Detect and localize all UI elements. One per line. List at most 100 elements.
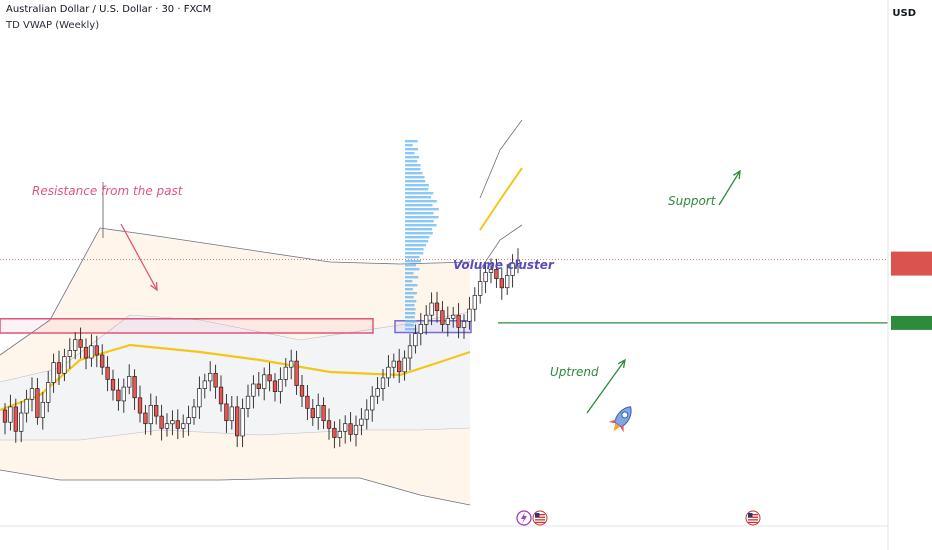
candle-body <box>154 405 159 417</box>
candle-body <box>510 262 515 276</box>
candle-body <box>305 395 310 409</box>
candle-body <box>262 374 267 389</box>
candle-body <box>164 423 170 429</box>
candle-body <box>2 409 8 423</box>
volume-profile-bar <box>405 300 417 303</box>
price-lines <box>0 259 888 324</box>
candle-body <box>100 354 105 368</box>
volume-cluster-zone <box>394 320 472 334</box>
candle-body <box>478 281 483 296</box>
indicator-label[interactable]: TD VWAP (Weekly) <box>6 20 100 31</box>
volume-profile-bar <box>405 248 424 251</box>
candle-body <box>105 366 110 380</box>
candle-body <box>488 269 494 273</box>
volume-profile-bar <box>405 196 431 199</box>
vwap-line-week2 <box>479 167 523 231</box>
volume-profile-bar <box>405 236 430 239</box>
support-arrow-head <box>732 169 741 180</box>
volume-profile-bar <box>405 232 433 235</box>
flag-stripe <box>748 519 758 521</box>
candle-body <box>343 423 348 432</box>
candle-body <box>73 339 78 351</box>
volume-profile-bar <box>405 280 413 283</box>
candle-body <box>127 376 132 388</box>
volume-profile-bar <box>405 240 429 243</box>
candle-body <box>83 346 89 359</box>
candle-body <box>181 423 186 429</box>
candle-body <box>191 406 197 418</box>
event-icons[interactable] <box>516 510 761 526</box>
volume-profile-bar <box>405 296 414 299</box>
resistance-annotation[interactable]: Resistance from the past <box>32 184 183 198</box>
flag-stripe <box>748 521 758 524</box>
vwap-inner-lower <box>0 427 471 441</box>
candle-body <box>451 314 456 319</box>
candle-body <box>397 360 402 373</box>
candle-body <box>251 383 256 397</box>
candle-body <box>316 405 321 418</box>
vwap-line <box>0 343 471 412</box>
candle-body <box>494 269 499 279</box>
candle-body <box>391 360 396 368</box>
flag-stripe <box>535 516 545 518</box>
candle-body <box>467 308 472 322</box>
volume-profile-bar <box>405 264 417 267</box>
candle-body <box>418 324 423 334</box>
candle-body <box>132 376 137 399</box>
volume-profile-bar <box>405 216 439 219</box>
candle-body <box>137 397 143 414</box>
candle-body <box>110 379 116 391</box>
candle-body <box>240 408 245 437</box>
candle-body <box>456 314 461 328</box>
volume-profile-bar <box>405 252 424 255</box>
volume-profile-bar <box>405 180 426 183</box>
candle-body <box>483 272 488 283</box>
candle-body <box>256 383 261 389</box>
candle-body <box>353 424 359 435</box>
candle-body <box>283 366 288 380</box>
resistance-zone <box>0 318 374 334</box>
candle-body <box>218 386 224 405</box>
candle-body <box>116 389 121 402</box>
candle-body <box>208 372 213 382</box>
volume-profile-bar <box>405 308 416 311</box>
candle-body <box>148 405 153 425</box>
candle-body <box>294 360 299 386</box>
candle-body <box>310 408 315 419</box>
volume-profile-bar <box>405 316 415 319</box>
currency-label[interactable]: USD <box>892 8 916 19</box>
vwap-lower-band <box>0 469 471 506</box>
candle-body <box>289 360 294 368</box>
symbol-title[interactable]: Australian Dollar / U.S. Dollar · 30 · F… <box>6 4 212 15</box>
volume-profile-bar <box>405 188 429 191</box>
volume-profile-bar <box>405 284 418 287</box>
volume-profile-bar <box>405 260 421 263</box>
volume-profile-bar <box>405 276 419 279</box>
candle-body <box>62 356 67 374</box>
candles <box>2 248 521 449</box>
candle-body <box>24 398 29 414</box>
candle-body <box>170 420 175 425</box>
volume-profile-bar <box>405 200 437 203</box>
candle-body <box>375 388 380 397</box>
uptrend-annotation[interactable]: Uptrend <box>550 365 599 379</box>
volume-profile-bar <box>405 208 439 211</box>
candle-body <box>143 412 148 425</box>
candle-body <box>359 418 364 426</box>
candle-body <box>78 339 83 348</box>
flag-stripe <box>748 516 758 518</box>
flag-canton <box>535 513 540 517</box>
candle-body <box>278 379 283 392</box>
volume-cluster-annotation[interactable]: Volume cluster <box>453 258 554 272</box>
candle-body <box>515 259 521 264</box>
candle-body <box>94 345 99 356</box>
candle-body <box>8 406 13 423</box>
support-annotation[interactable]: Support <box>668 194 716 208</box>
volume-profile-bar <box>405 152 415 155</box>
flag-stripe <box>748 514 758 516</box>
candle-body <box>321 405 326 422</box>
volume-profile-bar <box>405 220 434 223</box>
